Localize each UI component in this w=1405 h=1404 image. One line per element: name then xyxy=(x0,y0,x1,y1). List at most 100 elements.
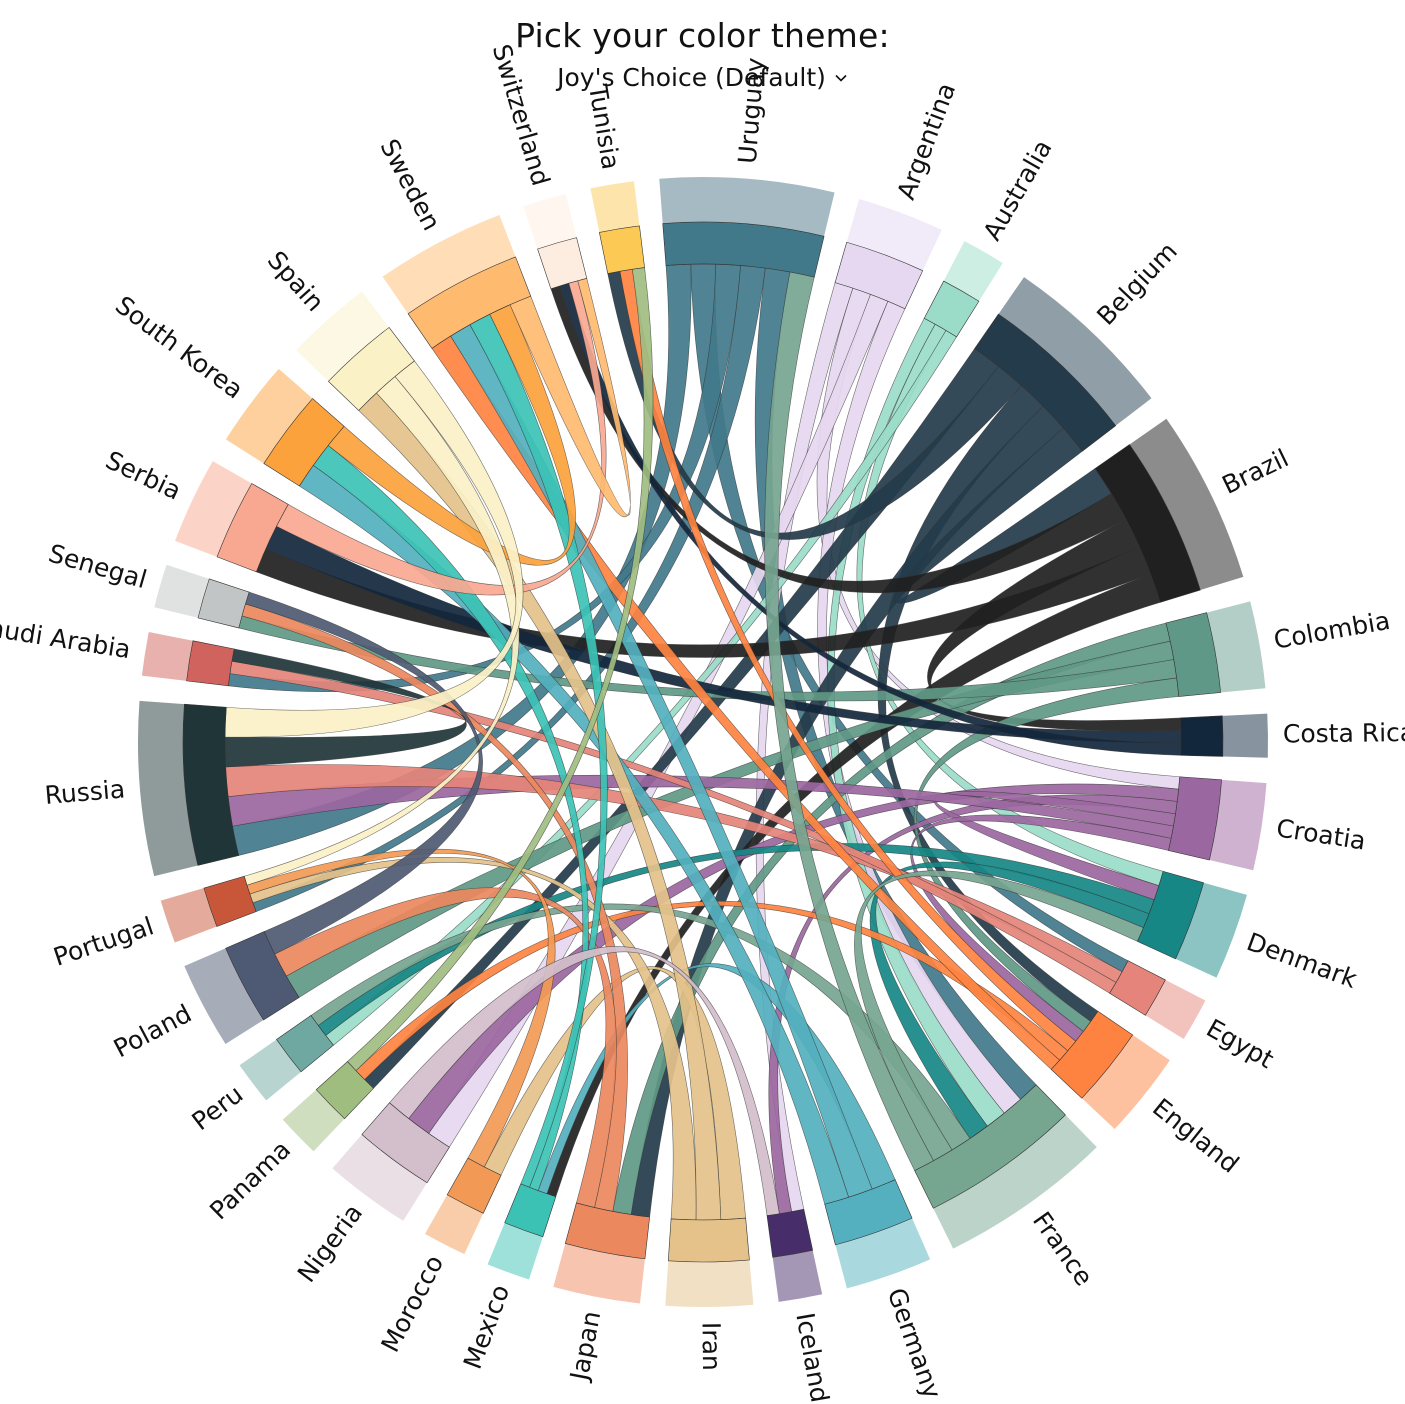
ribbons-layer xyxy=(224,263,1182,1221)
group-band-poland[interactable] xyxy=(225,931,300,1021)
group-band-france[interactable] xyxy=(914,1084,1066,1209)
label-panama: Panama xyxy=(204,1135,296,1226)
page-title: Pick your color theme: xyxy=(515,16,890,55)
theme-select-value: Joy's Choice (Default) xyxy=(557,63,826,92)
group-arc-iceland[interactable] xyxy=(772,1250,823,1302)
group-band-belgium[interactable] xyxy=(974,313,1117,452)
theme-select[interactable]: Joy's Choice (Default) xyxy=(557,62,848,94)
label-iceland: Iceland xyxy=(790,1311,834,1404)
header: Pick your color theme: Joy's Choice (Def… xyxy=(0,0,1405,94)
group-band-germany[interactable] xyxy=(824,1179,913,1246)
label-costa-rica: Costa Rica xyxy=(1283,718,1405,748)
group-band-australia[interactable] xyxy=(923,280,980,338)
label-serbia: Serbia xyxy=(101,445,185,505)
label-poland: Poland xyxy=(109,999,196,1064)
group-arc-morocco[interactable] xyxy=(425,1194,484,1255)
group-band-serbia[interactable] xyxy=(216,483,289,573)
group-band-south-korea[interactable] xyxy=(263,398,345,487)
group-arc-iran[interactable] xyxy=(665,1259,754,1307)
group-arc-egypt[interactable] xyxy=(1145,979,1206,1039)
group-band-peru[interactable] xyxy=(276,1015,334,1073)
label-sweden: Sweden xyxy=(375,134,447,235)
group-band-england[interactable] xyxy=(1050,1010,1134,1099)
group-arc-nigeria[interactable] xyxy=(332,1134,428,1221)
group-arc-brazil[interactable] xyxy=(1129,418,1244,591)
group-band-argentina[interactable] xyxy=(834,241,924,310)
group-arc-australia[interactable] xyxy=(943,241,1003,302)
group-band-uruguay[interactable] xyxy=(662,221,825,278)
group-band-tunisia[interactable] xyxy=(599,225,645,274)
group-band-portugal[interactable] xyxy=(203,875,257,927)
label-nigeria: Nigeria xyxy=(292,1199,369,1288)
group-band-switzerland[interactable] xyxy=(537,237,588,290)
group-arc-denmark[interactable] xyxy=(1175,882,1247,978)
group-arc-serbia[interactable] xyxy=(175,461,252,557)
group-band-saudi-arabia[interactable] xyxy=(186,640,235,687)
label-germany: Germany xyxy=(882,1284,947,1402)
group-band-costa-rica[interactable] xyxy=(1180,715,1224,757)
group-arc-peru[interactable] xyxy=(239,1039,302,1101)
group-band-denmark[interactable] xyxy=(1137,870,1204,960)
group-arc-mexico[interactable] xyxy=(487,1222,543,1280)
group-band-morocco[interactable] xyxy=(446,1157,502,1214)
label-switzerland: Switzerland xyxy=(487,41,556,189)
label-belgium: Belgium xyxy=(1091,237,1183,331)
label-portugal: Portugal xyxy=(50,911,157,971)
group-arc-uruguay[interactable] xyxy=(659,177,835,237)
group-band-russia[interactable] xyxy=(182,703,240,866)
group-arc-south-korea[interactable] xyxy=(225,368,313,464)
label-croatia: Croatia xyxy=(1274,813,1367,855)
group-arc-sweden[interactable] xyxy=(382,214,516,314)
arcs-layer xyxy=(137,177,1268,1307)
group-band-spain[interactable] xyxy=(327,327,415,411)
group-arc-argentina[interactable] xyxy=(846,198,942,271)
label-mexico: Mexico xyxy=(458,1281,515,1373)
label-france: France xyxy=(1027,1207,1099,1292)
label-south-korea: South Korea xyxy=(110,290,249,404)
group-arc-colombia[interactable] xyxy=(1206,601,1266,693)
label-argentina: Argentina xyxy=(891,79,961,203)
group-arc-saudi-arabia[interactable] xyxy=(141,632,193,681)
label-uruguay: Uruguay xyxy=(733,56,770,164)
group-arc-costa-rica[interactable] xyxy=(1222,713,1268,758)
group-band-iceland[interactable] xyxy=(766,1208,814,1258)
group-arc-croatia[interactable] xyxy=(1209,779,1267,871)
label-england: England xyxy=(1147,1093,1244,1179)
group-arc-switzerland[interactable] xyxy=(523,193,577,250)
group-band-brazil[interactable] xyxy=(1094,444,1201,603)
label-tunisia: Tunisia xyxy=(583,82,626,172)
group-arc-portugal[interactable] xyxy=(160,888,217,943)
label-russia: Russia xyxy=(44,774,127,810)
label-japan: Japan xyxy=(564,1309,606,1385)
group-arc-germany[interactable] xyxy=(835,1218,931,1289)
chevron-down-icon xyxy=(835,74,847,82)
group-band-colombia[interactable] xyxy=(1165,612,1221,697)
group-band-croatia[interactable] xyxy=(1168,776,1222,861)
group-arc-belgium[interactable] xyxy=(998,277,1152,426)
label-peru: Peru xyxy=(187,1079,249,1136)
group-band-mexico[interactable] xyxy=(504,1183,557,1238)
group-arc-poland[interactable] xyxy=(184,948,264,1045)
group-band-sweden[interactable] xyxy=(407,256,532,349)
label-senegal: Senegal xyxy=(45,539,150,595)
group-arc-spain[interactable] xyxy=(296,291,390,382)
label-morocco: Morocco xyxy=(375,1250,449,1356)
group-arc-senegal[interactable] xyxy=(154,564,210,618)
group-arc-france[interactable] xyxy=(933,1114,1097,1249)
group-band-iran[interactable] xyxy=(667,1217,750,1263)
group-band-egypt[interactable] xyxy=(1109,960,1166,1016)
label-denmark: Denmark xyxy=(1243,927,1361,994)
group-band-senegal[interactable] xyxy=(197,578,250,629)
label-saudi-arabia: Saudi Arabia xyxy=(0,611,133,664)
ribbon-brazil-switzerland[interactable] xyxy=(550,285,1127,594)
group-arc-japan[interactable] xyxy=(553,1243,645,1304)
group-band-panama[interactable] xyxy=(315,1061,374,1120)
label-spain: Spain xyxy=(262,245,330,316)
group-arc-england[interactable] xyxy=(1081,1034,1170,1130)
group-band-nigeria[interactable] xyxy=(361,1102,450,1184)
group-arc-tunisia[interactable] xyxy=(590,181,640,233)
label-brazil: Brazil xyxy=(1218,443,1293,500)
group-band-japan[interactable] xyxy=(564,1202,650,1260)
group-arc-panama[interactable] xyxy=(282,1089,345,1152)
